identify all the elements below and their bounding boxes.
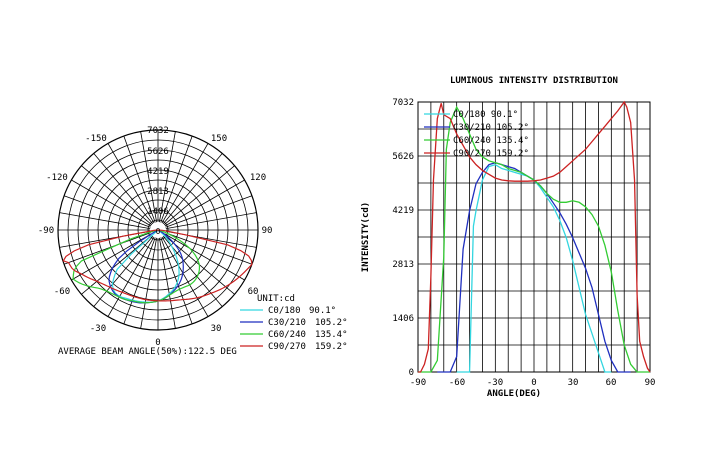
- polar-angle-label-0-bottom: 0: [155, 338, 160, 348]
- polar-spoke: [81, 234, 153, 295]
- polar-legend-label-c30: C30/210: [268, 318, 306, 328]
- polar-spoke: [123, 237, 156, 325]
- polar-spoke: [93, 235, 154, 307]
- polar-angle-label-60: 60: [248, 287, 259, 297]
- polar-chart: 7032 5626 4219 2813 1406 -150 150 -120 1…: [38, 126, 348, 357]
- x-tick-label-90: 90: [645, 378, 656, 388]
- polar-legend-item-c30: C30/210 105.2°: [240, 318, 348, 328]
- polar-spoke: [71, 179, 152, 227]
- polar-radial-tick-1406: 1406: [147, 207, 169, 217]
- polar-angle-label-150: 150: [211, 134, 227, 144]
- polar-spoke: [160, 135, 193, 223]
- polar-spoke: [140, 131, 158, 223]
- polar-angle-label-minus90: -90: [38, 226, 54, 236]
- x-tick-label-minus90: -90: [410, 378, 426, 388]
- line-series-c60: [418, 105, 650, 373]
- polar-spoke: [71, 233, 152, 281]
- polar-radial-tick-2813: 2813: [147, 187, 169, 197]
- polar-angle-label-120: 120: [250, 173, 266, 183]
- line-chart-x-tick-labels: -90 -60 -30 0 30 60 90: [410, 378, 656, 388]
- polar-spoke: [164, 233, 245, 281]
- polar-curves: [62, 229, 253, 304]
- polar-spoke: [63, 232, 151, 265]
- polar-spoke: [163, 165, 235, 226]
- polar-legend-value-c90: 159.2°: [315, 342, 348, 352]
- polar-spoke: [161, 236, 209, 317]
- polar-spoke: [123, 135, 156, 223]
- polar-curve-c90: [62, 229, 253, 302]
- x-tick-label-60: 60: [606, 378, 617, 388]
- polar-radial-tick-labels: 7032 5626 4219 2813 1406: [147, 126, 169, 217]
- y-tick-label-2813: 2813: [392, 260, 414, 270]
- polar-legend-value-c60: 135.4°: [315, 330, 348, 340]
- polar-spoke: [165, 232, 253, 265]
- line-chart-legend: C0/180 90.1° C30/210 105.2° C60/240 135.…: [424, 110, 529, 159]
- polar-legend-item-c90: C90/270 159.2°: [240, 342, 348, 352]
- polar-spoke: [165, 212, 257, 230]
- polar-spoke: [165, 195, 253, 228]
- y-tick-label-7032: 7032: [392, 98, 414, 108]
- line-chart-series: [418, 100, 651, 373]
- x-tick-label-minus60: -60: [449, 378, 465, 388]
- polar-legend-label-c0: C0/180: [268, 306, 301, 316]
- polar-spoke: [81, 165, 153, 226]
- line-chart-x-axis-label: ANGLE(DEG): [487, 389, 541, 399]
- polar-angle-labels: -150 150 -120 120 -90 90 -60 60 -30 30 0…: [38, 134, 273, 348]
- line-series-c90: [418, 100, 651, 373]
- polar-spoke: [107, 143, 155, 224]
- polar-angle-label-minus150: -150: [85, 134, 107, 144]
- polar-legend-item-c0: C0/180 90.1°: [240, 306, 336, 316]
- line-chart-y-tick-labels: 0 1406 2813 4219 5626 7032: [392, 98, 414, 378]
- polar-radial-tick-4219: 4219: [147, 167, 169, 177]
- polar-spoke: [158, 131, 176, 223]
- y-tick-label-4219: 4219: [392, 206, 414, 216]
- intensity-line-chart: LUMINOUS INTENSITY DISTRIBUTION 0 1406 2…: [361, 76, 655, 399]
- polar-angle-label-30: 30: [211, 324, 222, 334]
- polar-spoke: [93, 153, 154, 225]
- line-legend-label-c90: C90/270 159.2°: [453, 149, 529, 159]
- polar-angle-label-90: 90: [262, 226, 273, 236]
- polar-legend-item-c60: C60/240 135.4°: [240, 330, 348, 340]
- polar-angle-label-minus60: -60: [54, 287, 70, 297]
- line-legend-item-c60: C60/240 135.4°: [424, 136, 529, 146]
- polar-spoke: [162, 153, 223, 225]
- polar-unit-label: UNIT:cd: [257, 294, 295, 304]
- line-legend-item-c30: C30/210 105.2°: [424, 123, 529, 133]
- polar-legend-value-c0: 90.1°: [309, 306, 336, 316]
- polar-spoke: [160, 237, 193, 325]
- line-legend-label-c30: C30/210 105.2°: [453, 123, 529, 133]
- polar-radial-tick-7032: 7032: [147, 126, 169, 136]
- line-legend-item-c0: C0/180 90.1°: [424, 110, 518, 120]
- polar-spoke: [107, 236, 155, 317]
- polar-angle-label-minus120: -120: [46, 173, 68, 183]
- polar-legend-value-c30: 105.2°: [315, 318, 348, 328]
- polar-radial-tick-5626: 5626: [147, 147, 169, 157]
- polar-legend-label-c90: C90/270: [268, 342, 306, 352]
- line-legend-label-c60: C60/240 135.4°: [453, 136, 529, 146]
- y-tick-label-5626: 5626: [392, 152, 414, 162]
- polar-legend: UNIT:cd C0/180 90.1° C30/210 105.2° C60/…: [240, 294, 348, 352]
- x-tick-label-0: 0: [531, 378, 536, 388]
- polar-spoke: [59, 212, 151, 230]
- polar-grid: [57, 129, 259, 331]
- line-chart-grid: [418, 102, 650, 372]
- x-tick-label-30: 30: [568, 378, 579, 388]
- polar-legend-label-c60: C60/240: [268, 330, 306, 340]
- polar-beam-angle-footer: AVERAGE BEAM ANGLE(50%):122.5 DEG: [58, 347, 237, 357]
- line-chart-title: LUMINOUS INTENSITY DISTRIBUTION: [450, 76, 618, 86]
- line-legend-label-c0: C0/180 90.1°: [453, 110, 518, 120]
- polar-spoke: [158, 237, 176, 329]
- polar-spoke: [140, 237, 158, 329]
- y-tick-label-0: 0: [409, 368, 414, 378]
- polar-spoke: [161, 143, 209, 224]
- polar-angle-label-minus30: -30: [90, 324, 106, 334]
- x-tick-label-minus30: -30: [487, 378, 503, 388]
- line-legend-item-c90: C90/270 159.2°: [424, 149, 529, 159]
- polar-spoke: [164, 179, 245, 227]
- polar-spoke: [63, 195, 151, 228]
- y-tick-label-1406: 1406: [392, 314, 414, 324]
- polar-angle-label-0-top: 0: [156, 227, 161, 236]
- line-chart-y-axis-label: INTENSITY(cd): [361, 202, 371, 272]
